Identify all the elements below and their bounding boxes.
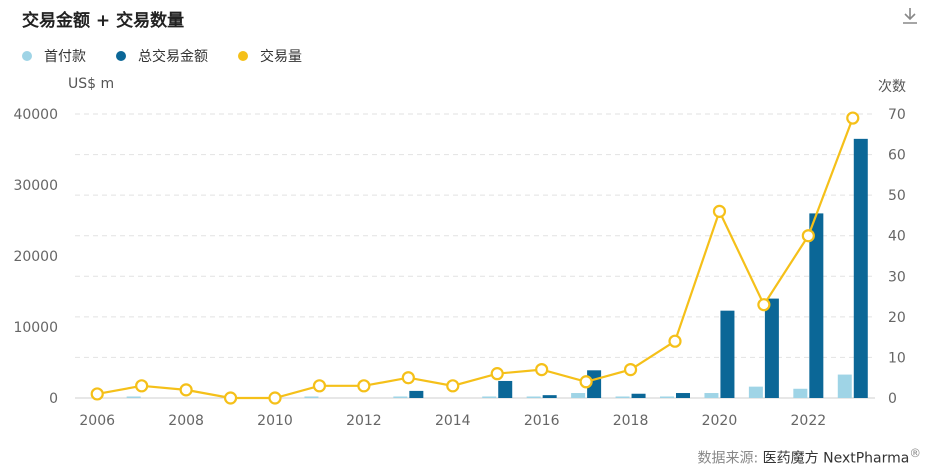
bar-total — [542, 395, 557, 398]
x-tick-label: 2010 — [257, 413, 293, 429]
point-count — [579, 375, 593, 389]
point-count — [268, 391, 282, 405]
bar-total — [498, 380, 513, 398]
y-tick-label: 30000 — [13, 178, 58, 194]
bar-total — [853, 138, 868, 398]
x-tick-label: 2020 — [702, 413, 738, 429]
point-count — [223, 391, 238, 405]
bar-upfront — [837, 374, 852, 398]
y-axis-unit-right: 次数 — [878, 79, 906, 95]
point-count — [623, 363, 638, 377]
bar-upfront — [482, 396, 497, 398]
legend-label-upfront: 首付款 — [44, 49, 86, 65]
y2-tick-label: 20 — [888, 310, 906, 326]
x-tick-label: 2018 — [613, 413, 649, 429]
y-tick-label: 0 — [49, 391, 58, 407]
y2-tick-label: 50 — [888, 188, 906, 204]
registered-mark: ® — [909, 446, 921, 460]
y-tick-label: 20000 — [13, 249, 58, 265]
x-tick-label: 2014 — [435, 413, 471, 429]
bar-upfront — [615, 396, 630, 398]
y2-tick-label: 10 — [888, 350, 906, 366]
x-tick-label: 2022 — [791, 413, 827, 429]
y-tick-label: 40000 — [13, 107, 58, 123]
legend: 首付款 总交易金额 交易量 — [22, 46, 332, 66]
point-count — [312, 379, 327, 393]
source-brand: 医药魔方 NextPharma — [762, 450, 910, 467]
chart-title: 交易金额 + 交易数量 — [22, 11, 185, 31]
y2-tick-label: 70 — [888, 107, 906, 123]
x-tick-label: 2012 — [346, 413, 382, 429]
legend-label-count: 交易量 — [260, 49, 302, 65]
y2-tick-label: 30 — [888, 269, 906, 285]
legend-dot-total — [116, 51, 126, 61]
bar-upfront — [126, 396, 141, 398]
point-count — [668, 334, 682, 348]
bar-total — [631, 393, 646, 398]
bar-upfront — [748, 386, 763, 398]
point-count — [446, 379, 460, 393]
point-count — [757, 298, 771, 312]
bar-upfront — [526, 396, 541, 398]
line-count — [97, 117, 854, 400]
legend-item-total[interactable]: 总交易金额 — [116, 46, 208, 66]
bar-total — [720, 310, 735, 398]
y2-tick-label: 0 — [888, 391, 897, 407]
point-count — [401, 371, 415, 385]
y-tick-label: 10000 — [13, 320, 58, 336]
source-note: 数据来源: 医药魔方 NextPharma® — [697, 446, 921, 468]
point-count — [90, 387, 104, 401]
point-count — [712, 204, 727, 218]
point-count — [135, 379, 149, 393]
y2-tick-label: 40 — [888, 229, 906, 245]
point-count — [357, 379, 371, 393]
bar-total — [409, 390, 424, 398]
point-count — [535, 363, 549, 377]
bar-upfront — [393, 396, 408, 398]
legend-dot-count — [238, 51, 248, 61]
point-count — [490, 367, 504, 381]
bar-upfront — [793, 388, 808, 398]
legend-item-count[interactable]: 交易量 — [238, 46, 302, 66]
source-label: 数据来源: — [697, 450, 759, 467]
y2-tick-label: 60 — [888, 148, 906, 164]
point-count — [846, 111, 860, 125]
x-tick-label: 2006 — [79, 413, 115, 429]
bar-upfront — [660, 396, 674, 398]
download-icon[interactable] — [898, 4, 922, 28]
point-count — [179, 383, 193, 397]
legend-dot-upfront — [22, 51, 32, 61]
y-axis-unit-left: US$ m — [68, 76, 115, 92]
bar-upfront — [571, 393, 586, 398]
bar-upfront — [704, 393, 719, 398]
bar-total — [676, 393, 690, 398]
bar-total — [764, 298, 779, 398]
bar-upfront — [304, 396, 319, 398]
point-count — [801, 229, 815, 243]
x-tick-label: 2016 — [524, 413, 560, 429]
legend-item-upfront[interactable]: 首付款 — [22, 46, 86, 66]
bar-total — [809, 213, 824, 398]
legend-label-total: 总交易金额 — [138, 49, 208, 65]
x-tick-label: 2008 — [168, 413, 204, 429]
